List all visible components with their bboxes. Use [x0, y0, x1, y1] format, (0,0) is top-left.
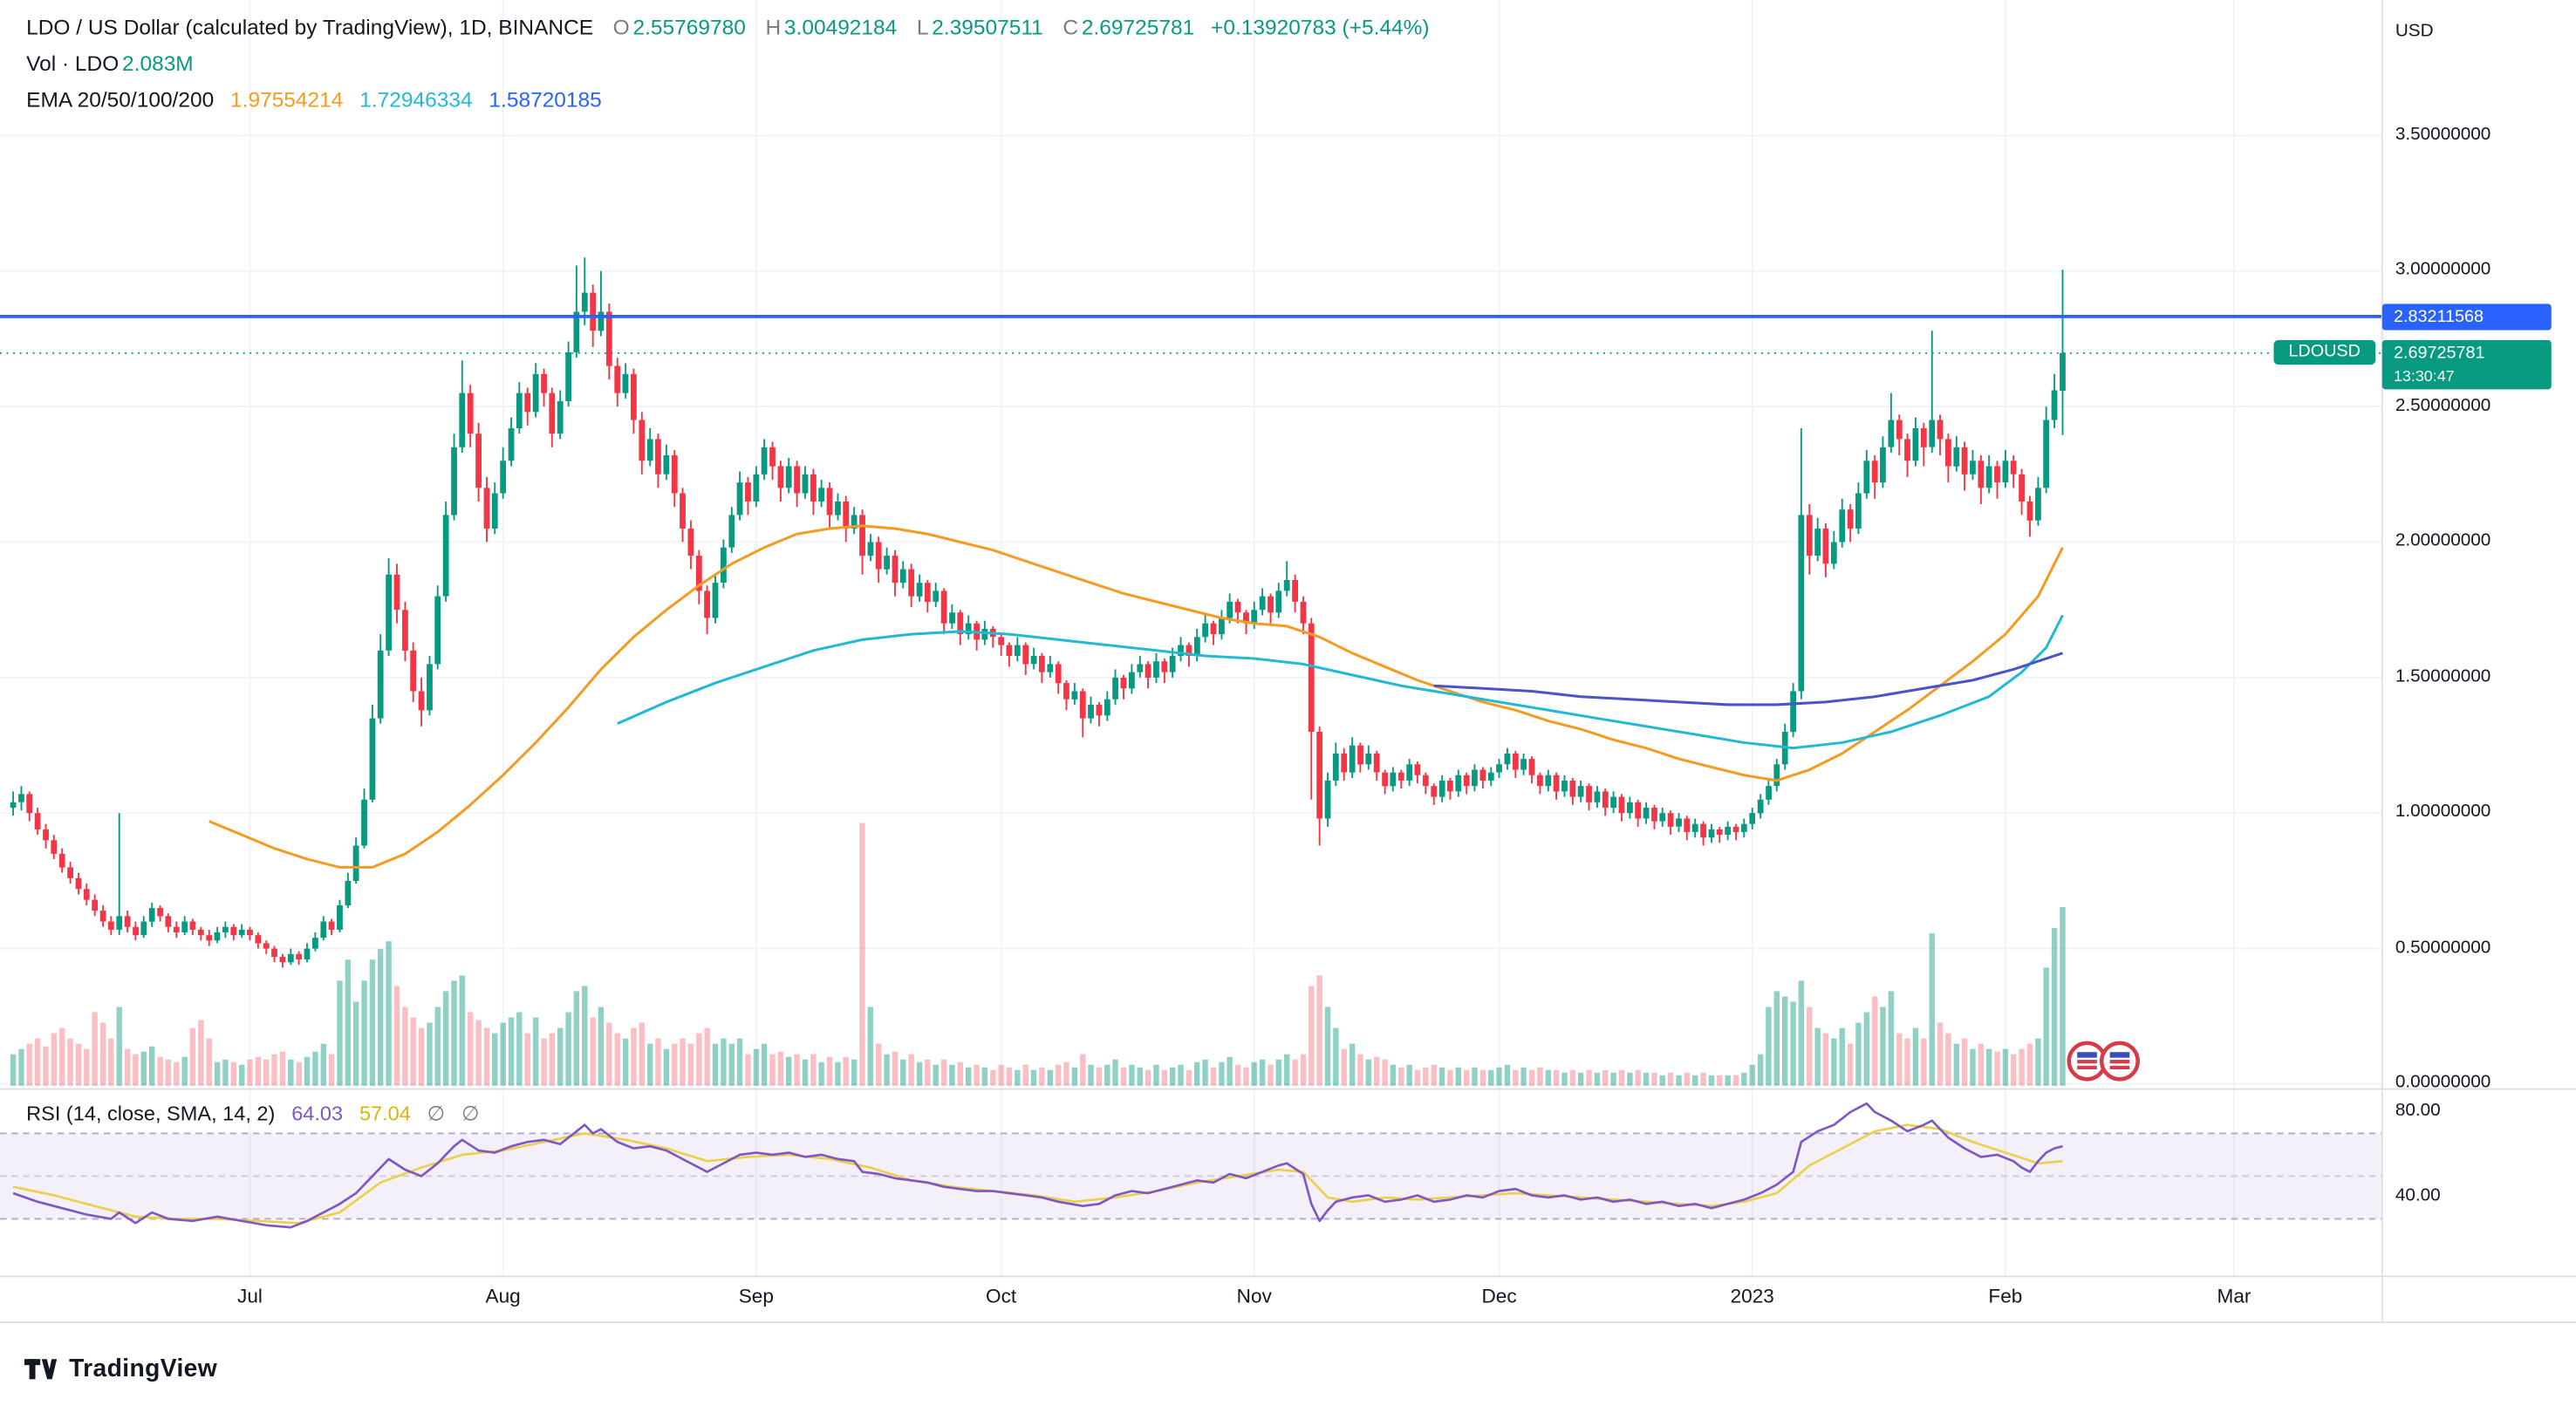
current-price-badge: 2.69725781 13:30:47 — [2381, 339, 2552, 390]
rsi-pane — [0, 1102, 2382, 1229]
ohlc-high-value: 3.00492184 — [783, 14, 898, 40]
price-tick-label: 3.50000000 — [2395, 124, 2491, 144]
volume-layer — [10, 822, 2066, 1086]
time-tick-label: Feb — [1988, 1284, 2023, 1308]
ohlc-open-value: 2.55769780 — [632, 14, 746, 40]
price-tick-label: 0.50000000 — [2395, 937, 2491, 958]
ema-label: EMA 20/50/100/200 — [26, 86, 215, 113]
ema-50-value: 1.97554214 — [230, 86, 344, 113]
footer: TradingView — [23, 1347, 217, 1389]
time-tick-label: Sep — [738, 1284, 774, 1308]
rsi-empty-value-1: ∅ — [427, 1102, 446, 1126]
time-tick-label: Oct — [986, 1284, 1017, 1308]
rsi-value: 64.03 — [291, 1102, 344, 1126]
ema-line — [1433, 652, 2063, 706]
ema-100-value: 1.72946334 — [359, 86, 473, 113]
economic-event-icons[interactable] — [2067, 1041, 2140, 1082]
price-axis-unit: USD — [2395, 21, 2434, 42]
symbol-legend-row[interactable]: LDO / US Dollar (calculated by TradingVi… — [26, 10, 1429, 45]
bar-countdown: 13:30:47 — [2393, 367, 2455, 386]
ohlc-high-label: H — [765, 14, 782, 40]
ohlc-close-value: 2.69725781 — [1081, 14, 1195, 40]
ema-lines-layer — [208, 524, 2064, 869]
time-tick-label: Mar — [2217, 1284, 2251, 1308]
symbol-price-label: LDOUSD — [2273, 340, 2375, 365]
rsi-empty-value-2: ∅ — [461, 1102, 480, 1126]
price-tick-label: 1.50000000 — [2395, 665, 2491, 686]
rsi-tick-label: 80.00 — [2395, 1100, 2441, 1121]
price-tick-label: 2.00000000 — [2395, 530, 2491, 550]
volume-label: Vol · LDO — [26, 51, 120, 76]
symbol-title[interactable]: LDO / US Dollar (calculated by TradingVi… — [26, 14, 594, 40]
rsi-legend-row[interactable]: RSI (14, close, SMA, 14, 2) 64.03 57.04 ∅ ∅ — [26, 1099, 479, 1129]
price-axis[interactable]: 2.83211568 2.69725781 13:30:47 USD 3.5000… — [2381, 0, 2576, 1322]
change-value: +0.13920783 (+5.44%) — [1211, 14, 1430, 40]
current-price-value: 2.69725781 — [2393, 343, 2485, 364]
price-tick-label: 3.00000000 — [2395, 259, 2491, 280]
time-tick-label: Nov — [1236, 1284, 1272, 1308]
price-tick-label: 1.00000000 — [2395, 802, 2491, 822]
ema-line — [617, 614, 2064, 750]
time-tick-label: Dec — [1481, 1284, 1517, 1308]
ohlc-close-label: C — [1063, 14, 1079, 40]
price-tick-label: 0.00000000 — [2395, 1072, 2491, 1093]
level-price-badge[interactable]: 2.83211568 — [2381, 303, 2552, 330]
tradingview-logo-text[interactable]: TradingView — [69, 1354, 218, 1382]
ema-200-value: 1.58720185 — [489, 86, 602, 113]
ohlc-low-value: 2.39507511 — [932, 14, 1043, 40]
ohlc-low-label: L — [916, 14, 929, 40]
ema-line — [208, 524, 2064, 869]
rsi-tick-label: 40.00 — [2395, 1185, 2441, 1206]
rsi-sma-value: 57.04 — [359, 1102, 411, 1126]
time-tick-label: Aug — [485, 1284, 521, 1308]
candles-layer[interactable] — [10, 257, 2066, 968]
tradingview-logo-icon[interactable] — [23, 1351, 58, 1386]
rsi-series-line — [12, 1102, 2063, 1229]
volume-value: 2.083M — [122, 51, 194, 76]
volume-legend-row[interactable]: Vol · LDO 2.083M — [26, 46, 1429, 82]
time-tick-label: 2023 — [1730, 1284, 1774, 1308]
chart-legend: LDO / US Dollar (calculated by TradingVi… — [26, 10, 1429, 118]
ohlc-open-label: O — [612, 14, 630, 40]
price-tick-label: 2.50000000 — [2395, 394, 2491, 415]
time-axis[interactable]: Jul Aug Sep Oct Nov Dec 2023 Feb Mar — [0, 1276, 2382, 1322]
rsi-label: RSI (14, close, SMA, 14, 2) — [26, 1102, 276, 1126]
ema-legend-row[interactable]: EMA 20/50/100/200 1.97554214 1.72946334 1.5… — [26, 82, 1429, 118]
time-tick-label: Jul — [237, 1284, 263, 1308]
